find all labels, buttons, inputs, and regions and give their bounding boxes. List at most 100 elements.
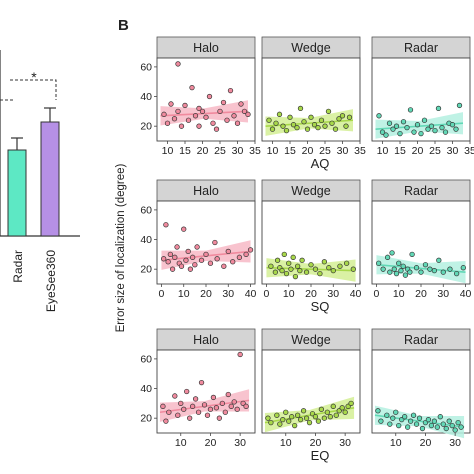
data-point <box>422 262 429 268</box>
data-point <box>198 257 205 263</box>
data-point <box>184 388 190 395</box>
x-tick-label: 15 <box>394 145 406 157</box>
data-point <box>379 129 386 135</box>
data-point <box>321 415 328 421</box>
panel-a: * Radar EyeSee360 <box>0 50 80 312</box>
data-point <box>443 425 449 432</box>
facet-title: Halo <box>193 41 219 55</box>
x-tick-label: 30 <box>449 437 461 449</box>
data-point <box>247 247 254 253</box>
data-point <box>386 120 393 126</box>
data-point <box>456 102 463 109</box>
data-point <box>397 130 403 137</box>
data-point <box>452 427 458 433</box>
data-point <box>407 107 414 113</box>
data-point <box>167 251 174 258</box>
x-tick-label: 25 <box>319 145 331 157</box>
data-point <box>181 226 187 232</box>
x-tick-label: 20 <box>200 288 212 300</box>
data-point <box>178 263 185 269</box>
data-point <box>241 108 248 115</box>
data-point <box>303 269 310 275</box>
data-point <box>189 84 195 91</box>
data-point <box>339 113 346 119</box>
data-point <box>172 254 178 260</box>
data-point <box>243 403 249 409</box>
data-point <box>286 418 292 424</box>
data-point <box>342 409 348 415</box>
data-point <box>169 266 176 272</box>
data-point <box>236 254 243 260</box>
data-point <box>283 409 289 415</box>
significance-bracket-top <box>10 79 57 100</box>
data-point <box>339 405 345 411</box>
bar-label-eyesee360: EyeSee360 <box>44 250 58 312</box>
significance-star: * <box>31 69 37 85</box>
data-point <box>383 132 389 138</box>
x-tick-label: 10 <box>393 288 405 300</box>
data-point <box>387 421 393 427</box>
data-point <box>231 113 237 119</box>
data-point <box>393 123 400 129</box>
data-point <box>266 117 272 123</box>
data-point <box>391 266 397 272</box>
data-point <box>192 113 199 119</box>
data-point <box>407 418 414 424</box>
data-point <box>272 269 279 275</box>
data-point <box>217 108 223 115</box>
data-point <box>413 265 420 271</box>
data-point <box>207 406 214 412</box>
data-point <box>203 114 209 120</box>
data-point <box>375 408 381 414</box>
data-point <box>332 126 339 132</box>
data-point <box>219 400 225 407</box>
data-point <box>322 123 328 129</box>
data-point <box>210 394 217 401</box>
data-point <box>337 263 343 269</box>
data-point <box>185 248 191 255</box>
data-point <box>427 266 433 272</box>
x-tick-label: 20 <box>205 437 217 449</box>
data-point <box>175 412 181 418</box>
data-point <box>297 268 303 274</box>
data-point <box>268 263 274 269</box>
x-tick-label: 20 <box>305 288 317 300</box>
data-point <box>414 122 421 128</box>
data-point <box>225 248 231 255</box>
facet-wedge-aq: Wedge 10 15 20 25 30 35 <box>261 36 366 157</box>
x-tick-label: 30 <box>232 145 244 157</box>
data-point <box>326 265 332 271</box>
data-point <box>318 117 325 123</box>
significance-bracket <box>0 65 14 101</box>
facet-radar-aq: Radar 10 15 20 25 30 35 <box>371 36 474 157</box>
data-point <box>346 114 353 120</box>
data-point <box>304 126 311 132</box>
y-tick-label: 20 <box>140 413 152 425</box>
data-point <box>449 122 456 128</box>
data-point <box>418 130 424 137</box>
data-point <box>396 260 402 266</box>
data-point <box>321 259 328 265</box>
data-point <box>325 108 332 115</box>
data-point <box>413 421 420 427</box>
data-point <box>324 409 330 415</box>
x-axis-label-eq: EQ <box>311 448 330 463</box>
data-point <box>440 269 446 275</box>
facet-title: Halo <box>193 184 219 198</box>
data-point <box>303 415 310 421</box>
data-point <box>181 406 187 412</box>
data-point <box>289 414 295 420</box>
y-tick-label: 60 <box>140 61 152 73</box>
data-point <box>380 266 386 272</box>
data-point <box>238 101 244 107</box>
x-tick-label: 25 <box>214 145 226 157</box>
data-point <box>396 422 402 429</box>
data-point <box>348 400 354 407</box>
facet-halo-eq: Halo 10 20 30 20 40 60 <box>140 328 256 449</box>
data-point <box>389 250 395 256</box>
data-point <box>453 270 460 277</box>
data-point <box>343 260 350 266</box>
data-point <box>410 412 417 418</box>
panel-letter: B <box>118 17 129 34</box>
data-point <box>333 412 339 418</box>
